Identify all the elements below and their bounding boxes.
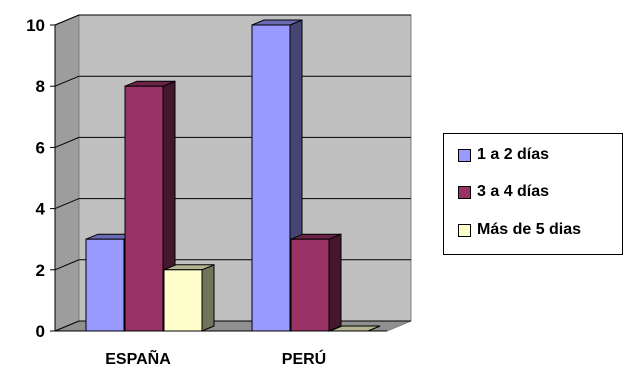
x-category-labels: ESPAÑA PERÚ xyxy=(105,348,326,368)
y-tick-label: 2 xyxy=(36,261,45,280)
bar-front-face xyxy=(124,85,164,332)
legend-label-series-3: Más de 5 dias xyxy=(477,221,582,238)
gridline xyxy=(54,14,411,26)
bar xyxy=(163,264,215,332)
bar-top-face xyxy=(329,325,381,332)
legend-item-series-1: 1 a 2 días xyxy=(458,145,549,165)
bars xyxy=(85,19,381,332)
bar xyxy=(290,233,342,332)
legend-swatch-series-3 xyxy=(458,223,471,237)
y-tick-label: 4 xyxy=(36,200,46,219)
y-tick-label: 8 xyxy=(36,77,45,96)
legend-item-series-3: Más de 5 dias xyxy=(458,220,581,240)
bar-side-face xyxy=(201,264,215,332)
legend-swatch-series-1 xyxy=(458,148,471,162)
bar-front-face xyxy=(163,269,203,332)
side-wall xyxy=(54,14,80,332)
bar-front-face xyxy=(290,238,330,332)
legend-swatch-series-2 xyxy=(458,185,471,199)
bar-front-face xyxy=(251,24,291,332)
x-category-label: ESPAÑA xyxy=(105,348,171,368)
bar xyxy=(329,325,381,332)
y-tick-label: 10 xyxy=(26,16,45,35)
legend-label-series-2: 3 a 4 días xyxy=(477,183,550,200)
legend: 1 a 2 días 3 a 4 días Más de 5 dias xyxy=(443,133,623,255)
bar-front-face xyxy=(85,238,125,332)
bar xyxy=(124,80,176,332)
legend-label-series-1: 1 a 2 días xyxy=(477,146,550,163)
y-tick-label: 0 xyxy=(36,322,45,341)
x-category-label: PERÚ xyxy=(282,349,326,368)
bar-side-face xyxy=(328,233,342,332)
y-tick-label: 6 xyxy=(36,138,45,157)
legend-item-series-2: 3 a 4 días xyxy=(458,182,549,202)
y-tick-labels: 0 2 4 6 8 10 xyxy=(26,16,45,341)
